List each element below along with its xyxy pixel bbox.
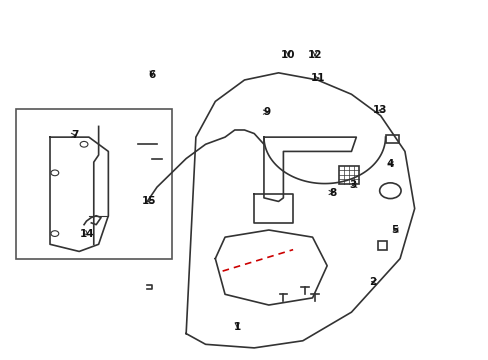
Circle shape	[379, 183, 400, 199]
Bar	[339, 166, 358, 184]
Circle shape	[80, 141, 88, 147]
Circle shape	[51, 231, 59, 237]
Text: 14: 14	[80, 229, 94, 239]
Text: 4: 4	[386, 159, 393, 169]
Text: 12: 12	[307, 50, 322, 60]
Circle shape	[51, 170, 59, 176]
Text: 8: 8	[328, 188, 336, 198]
Text: 10: 10	[281, 50, 295, 60]
Text: 15: 15	[142, 197, 156, 206]
Text: 9: 9	[263, 107, 270, 117]
FancyBboxPatch shape	[16, 109, 171, 258]
Text: 7: 7	[71, 130, 79, 140]
Bar	[385, 135, 398, 143]
Text: 11: 11	[310, 73, 325, 83]
Text: 1: 1	[233, 322, 240, 332]
Text: 13: 13	[372, 105, 386, 115]
Text: 3: 3	[349, 180, 356, 190]
Text: 6: 6	[148, 70, 155, 80]
Bar	[377, 241, 386, 249]
Text: 2: 2	[368, 277, 376, 287]
Text: 5: 5	[390, 225, 398, 235]
